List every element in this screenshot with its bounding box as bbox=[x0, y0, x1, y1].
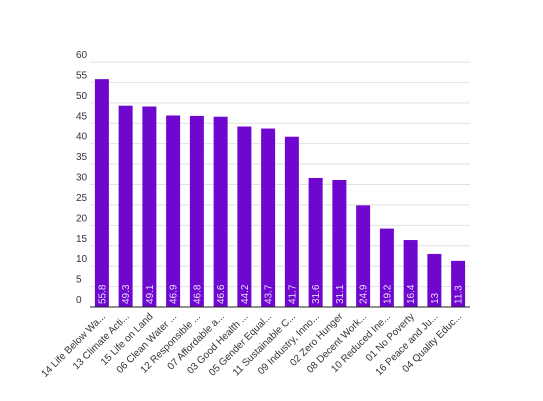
y-tick-label: 45 bbox=[76, 111, 88, 122]
bar bbox=[261, 128, 276, 307]
value-label: 24.9 bbox=[359, 284, 370, 304]
value-label: 43.7 bbox=[264, 284, 275, 304]
bar bbox=[403, 240, 418, 307]
bar bbox=[118, 105, 133, 307]
y-tick-label: 25 bbox=[76, 193, 88, 204]
y-tick-label: 30 bbox=[76, 173, 88, 184]
bar bbox=[332, 180, 347, 307]
bar bbox=[427, 253, 442, 307]
y-tick-label: 15 bbox=[76, 234, 88, 245]
value-label: 55.8 bbox=[97, 284, 108, 304]
bar bbox=[379, 228, 394, 307]
bar bbox=[213, 116, 228, 307]
value-label: 44.2 bbox=[240, 284, 251, 304]
value-label: 49.1 bbox=[145, 284, 156, 304]
bar bbox=[356, 205, 371, 307]
y-tick-label: 40 bbox=[76, 132, 88, 143]
value-label: 11.3 bbox=[454, 285, 465, 304]
bar bbox=[237, 126, 252, 308]
bar bbox=[308, 177, 323, 307]
y-tick-label: 0 bbox=[76, 295, 82, 306]
y-tick-label: 5 bbox=[76, 275, 82, 286]
y-tick-label: 10 bbox=[76, 254, 88, 265]
y-tick-label: 20 bbox=[76, 213, 88, 224]
y-tick-label: 35 bbox=[76, 152, 88, 163]
bar bbox=[284, 136, 299, 307]
y-tick-label: 55 bbox=[76, 70, 88, 81]
value-label: 31.6 bbox=[311, 284, 322, 304]
value-label: 46.9 bbox=[169, 284, 180, 304]
value-label: 49.3 bbox=[121, 284, 132, 304]
bar bbox=[166, 115, 181, 307]
value-label: 31.1 bbox=[335, 284, 346, 304]
y-tick-label: 50 bbox=[76, 91, 88, 102]
y-tick-label: 60 bbox=[76, 50, 88, 61]
value-label: 13 bbox=[430, 292, 441, 304]
value-label: 16.4 bbox=[406, 284, 417, 304]
bar bbox=[451, 260, 466, 307]
value-label: 41.7 bbox=[287, 284, 298, 304]
bar bbox=[94, 79, 109, 308]
value-label: 19.2 bbox=[382, 284, 393, 304]
bar bbox=[142, 106, 157, 307]
value-label: 46.8 bbox=[192, 284, 203, 304]
bar bbox=[189, 115, 204, 308]
value-label: 46.6 bbox=[216, 284, 227, 304]
